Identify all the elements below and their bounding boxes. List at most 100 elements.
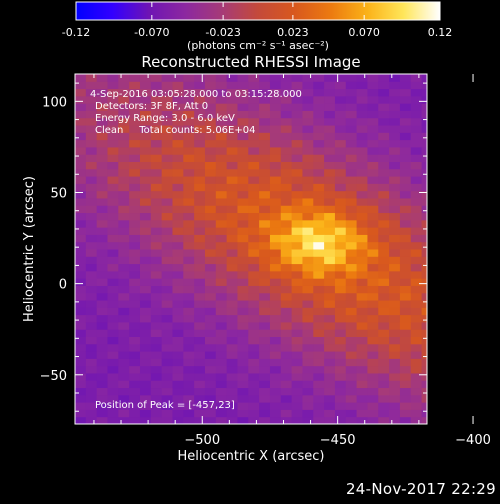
heatmap-cell	[324, 307, 336, 316]
heatmap-cell	[280, 285, 293, 294]
heatmap-cell	[356, 321, 368, 330]
heatmap-cell	[96, 241, 108, 250]
heatmap-cell	[215, 365, 228, 374]
heatmap-cell	[194, 394, 206, 403]
heatmap-cell	[85, 270, 98, 279]
heatmap-cell	[226, 161, 238, 170]
heatmap-cell	[334, 95, 347, 104]
heatmap-cell	[324, 416, 336, 424]
heatmap-cell	[302, 307, 314, 316]
heatmap-cell	[85, 74, 98, 82]
heatmap-cell	[399, 270, 412, 279]
heatmap-cell	[259, 197, 271, 206]
heatmap-cell	[367, 168, 379, 177]
heatmap-cell	[215, 285, 228, 294]
heatmap-cell	[161, 146, 173, 155]
heatmap-cell	[85, 183, 98, 192]
heatmap-cell	[226, 95, 238, 104]
heatmap-cell	[75, 336, 87, 345]
y-tick-label: 0	[59, 278, 67, 293]
heatmap-cell	[378, 110, 390, 119]
heatmap-cell	[161, 190, 173, 199]
heatmap-cell	[378, 190, 390, 199]
heatmap-cell	[269, 168, 282, 177]
heatmap-cell	[356, 256, 368, 265]
heatmap-cell	[129, 394, 141, 403]
heatmap-cell	[204, 329, 217, 337]
heatmap-cell	[183, 402, 195, 410]
heatmap-cell	[356, 351, 368, 359]
heatmap-cell	[183, 227, 195, 235]
heatmap-cell	[139, 270, 152, 279]
heatmap-cell	[410, 292, 423, 301]
heatmap-cell	[399, 205, 412, 214]
heatmap-cell	[378, 270, 390, 279]
heatmap-cell	[345, 132, 358, 141]
heatmap-cell	[259, 219, 271, 228]
heatmap-cell	[399, 103, 412, 111]
heatmap-cell	[399, 409, 412, 418]
heatmap-cell	[248, 300, 260, 308]
heatmap-cell	[313, 190, 325, 199]
heatmap-cell	[248, 292, 260, 301]
heatmap-cell	[367, 329, 379, 337]
heatmap-cell	[248, 387, 260, 396]
heatmap-cell	[421, 212, 427, 221]
heatmap-cell	[172, 351, 184, 359]
heatmap-cell	[389, 219, 401, 228]
heatmap-cell	[269, 205, 282, 214]
heatmap-cell	[269, 256, 282, 265]
heatmap-cell	[194, 343, 206, 352]
heatmap-cell	[313, 110, 325, 119]
heatmap-cell	[410, 110, 423, 119]
heatmap-cell	[204, 343, 217, 352]
heatmap-cell	[399, 125, 412, 133]
heatmap-cell	[410, 146, 423, 155]
heatmap-cell	[172, 372, 184, 381]
heatmap-cell	[280, 241, 293, 250]
heatmap-cell	[313, 351, 325, 359]
heatmap-cell	[334, 234, 347, 243]
heatmap-cell	[215, 95, 228, 104]
heatmap-cell	[345, 205, 358, 214]
heatmap-cell	[96, 329, 108, 337]
heatmap-cell	[421, 285, 427, 294]
heatmap-cell	[118, 351, 130, 359]
heatmap-cell	[356, 402, 368, 410]
heatmap-cell	[399, 110, 412, 119]
heatmap-cell	[85, 285, 98, 294]
heatmap-cell	[85, 263, 98, 272]
heatmap-cell	[161, 183, 173, 192]
heatmap-cell	[226, 205, 238, 214]
heatmap-cell	[269, 81, 282, 90]
heatmap-cell	[324, 402, 336, 410]
heatmap-cell	[85, 139, 98, 148]
heatmap-cell	[237, 256, 249, 265]
heatmap-cell	[421, 372, 427, 381]
heatmap-cell	[421, 336, 427, 345]
heatmap-cell	[410, 197, 423, 206]
heatmap-cell	[96, 81, 108, 90]
heatmap-cell	[161, 278, 173, 286]
heatmap-cell	[421, 387, 427, 396]
heatmap-cell	[129, 278, 141, 286]
heatmap-cell	[399, 285, 412, 294]
heatmap-cell	[410, 132, 423, 141]
heatmap-cell	[421, 292, 427, 301]
heatmap-cell	[389, 343, 401, 352]
heatmap-cell	[356, 329, 368, 337]
heatmap-cell	[291, 278, 303, 286]
heatmap-cell	[107, 88, 119, 97]
heatmap-cell	[367, 321, 379, 330]
heatmap-cell	[172, 394, 184, 403]
heatmap-cell	[194, 117, 206, 126]
heatmap-cell	[172, 402, 184, 410]
heatmap-cell	[313, 103, 325, 111]
heatmap-cell	[237, 402, 249, 410]
heatmap-cell	[96, 88, 108, 97]
heatmap-cell	[172, 365, 184, 374]
heatmap-cell	[269, 110, 282, 119]
heatmap-cell	[269, 321, 282, 330]
heatmap-cell	[324, 263, 336, 272]
